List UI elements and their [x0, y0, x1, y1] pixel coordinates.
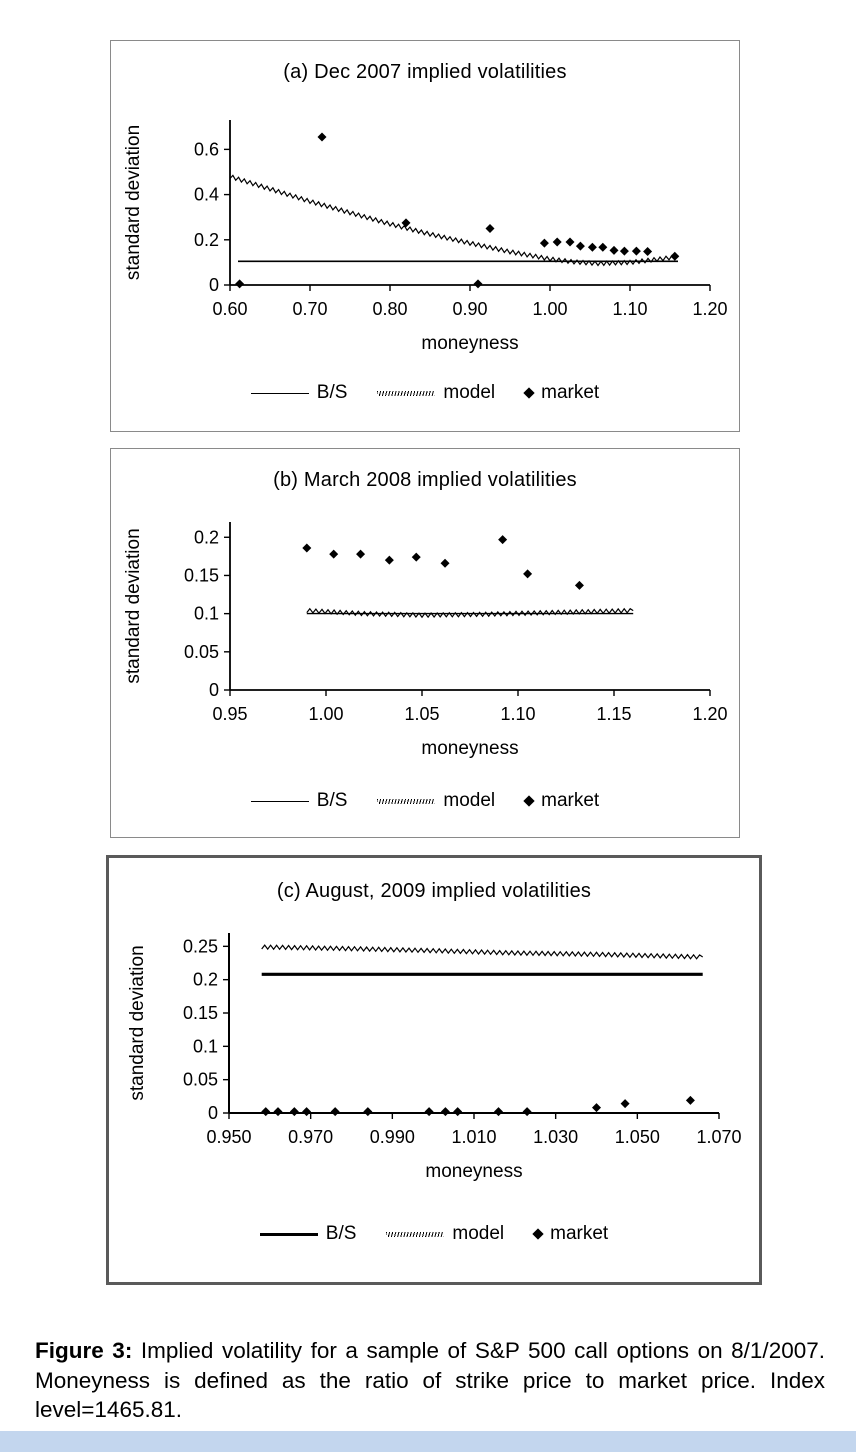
legend-label-model: model: [443, 790, 496, 811]
legend-item-model: model: [386, 1223, 504, 1245]
chart-title-dec-2007: (a) Dec 2007 implied volatilities: [283, 61, 567, 83]
svg-text:0.70: 0.70: [292, 299, 327, 319]
model-hatched-line-swatch: [386, 1231, 445, 1237]
model-hatched-line-swatch: [377, 390, 436, 396]
svg-text:1.10: 1.10: [500, 704, 535, 724]
svg-text:1.00: 1.00: [308, 704, 343, 724]
svg-text:0.15: 0.15: [184, 565, 219, 585]
figure-caption: Figure 3: Implied volatility for a sampl…: [35, 1336, 825, 1425]
legend-item-model: model: [377, 382, 495, 404]
svg-text:moneyness: moneyness: [421, 333, 518, 354]
svg-text:0.6: 0.6: [194, 139, 219, 159]
svg-text:0.950: 0.950: [206, 1127, 251, 1147]
chart-panel-march-2008: (b) March 2008 implied volatilities 0.95…: [110, 448, 740, 838]
chart-legend: B/S model market: [250, 790, 600, 812]
svg-text:0.25: 0.25: [183, 936, 218, 956]
svg-text:0.15: 0.15: [183, 1003, 218, 1023]
svg-text:moneyness: moneyness: [421, 738, 518, 759]
august-2009-volatility-chart: 0.950 0.970 0.990 1.010 1.030 1.050 1.070 0 0.05…: [127, 933, 742, 1182]
bs-line-swatch: [259, 1232, 318, 1236]
bs-line-swatch: [250, 800, 309, 802]
legend-label-model: model: [443, 382, 496, 403]
legend-label-market: market: [541, 790, 600, 811]
svg-text:0: 0: [209, 680, 219, 700]
dec-2007-volatility-chart: 0.60 0.70 0.80 0.90 1.00 1.10 1.20 0 0.2 0.4 0.6 mo…: [123, 120, 728, 354]
legend-item-bs: B/S: [250, 382, 348, 404]
svg-text:0.60: 0.60: [212, 299, 247, 319]
figure-caption-text: Implied volatility for a sample of S&P 5…: [35, 1338, 825, 1423]
legend-item-bs: B/S: [259, 1223, 357, 1245]
svg-text:0.05: 0.05: [184, 642, 219, 662]
svg-text:0.90: 0.90: [452, 299, 487, 319]
svg-text:1.20: 1.20: [692, 299, 727, 319]
svg-text:moneyness: moneyness: [425, 1161, 522, 1182]
figure-caption-label: Figure 3:: [35, 1338, 133, 1363]
svg-text:0.970: 0.970: [288, 1127, 333, 1147]
legend-label-bs: B/S: [316, 790, 348, 811]
svg-text:1.05: 1.05: [404, 704, 439, 724]
legend-label-model: model: [452, 1223, 505, 1244]
svg-text:0.95: 0.95: [212, 704, 247, 724]
svg-text:1.15: 1.15: [596, 704, 631, 724]
chart-legend: B/S model market: [250, 382, 600, 404]
svg-text:0.1: 0.1: [194, 604, 219, 624]
svg-text:0.2: 0.2: [194, 230, 219, 250]
svg-text:1.010: 1.010: [451, 1127, 496, 1147]
svg-text:1.20: 1.20: [692, 704, 727, 724]
svg-text:standard deviation: standard deviation: [127, 945, 148, 1100]
svg-text:1.10: 1.10: [612, 299, 647, 319]
svg-text:0.2: 0.2: [193, 970, 218, 990]
footer-strip: [0, 1431, 856, 1452]
legend-item-market: market: [523, 790, 600, 812]
chart-title-august-2009: (c) August, 2009 implied volatilities: [276, 880, 592, 902]
legend-label-market: market: [541, 382, 600, 403]
svg-text:0: 0: [208, 1103, 218, 1123]
legend-item-model: model: [377, 790, 495, 812]
svg-text:standard deviation: standard deviation: [123, 528, 144, 683]
svg-text:0.4: 0.4: [194, 185, 219, 205]
legend-label-market: market: [550, 1223, 609, 1244]
model-hatched-line-swatch: [377, 798, 436, 804]
svg-text:1.00: 1.00: [532, 299, 567, 319]
chart-title-march-2008: (b) March 2008 implied volatilities: [273, 469, 577, 491]
chart-panel-dec-2007: (a) Dec 2007 implied volatilities 0.60 0.…: [110, 40, 740, 432]
legend-item-market: market: [523, 382, 600, 404]
march-2008-volatility-chart: 0.95 1.00 1.05 1.10 1.15 1.20 0 0.05 0.1 0.15 0.2 m…: [123, 522, 728, 759]
market-diamond-swatch: [523, 795, 535, 807]
legend-label-bs: B/S: [325, 1223, 357, 1244]
svg-text:0.1: 0.1: [193, 1036, 218, 1056]
svg-text:0.2: 0.2: [194, 527, 219, 547]
svg-text:0.80: 0.80: [372, 299, 407, 319]
legend-item-bs: B/S: [250, 790, 348, 812]
svg-text:1.070: 1.070: [696, 1127, 741, 1147]
market-diamond-swatch: [523, 387, 535, 399]
svg-text:0.990: 0.990: [370, 1127, 415, 1147]
svg-text:1.030: 1.030: [533, 1127, 578, 1147]
svg-text:0.05: 0.05: [183, 1070, 218, 1090]
chart-legend: B/S model market: [259, 1223, 609, 1245]
legend-label-bs: B/S: [316, 382, 348, 403]
bs-line-swatch: [250, 392, 309, 394]
svg-text:1.050: 1.050: [615, 1127, 660, 1147]
svg-text:0: 0: [209, 275, 219, 295]
chart-panel-august-2009: (c) August, 2009 implied volatilities 0.…: [106, 855, 762, 1285]
market-diamond-swatch: [532, 1228, 544, 1240]
legend-item-market: market: [532, 1223, 609, 1245]
svg-text:standard deviation: standard deviation: [123, 125, 144, 280]
